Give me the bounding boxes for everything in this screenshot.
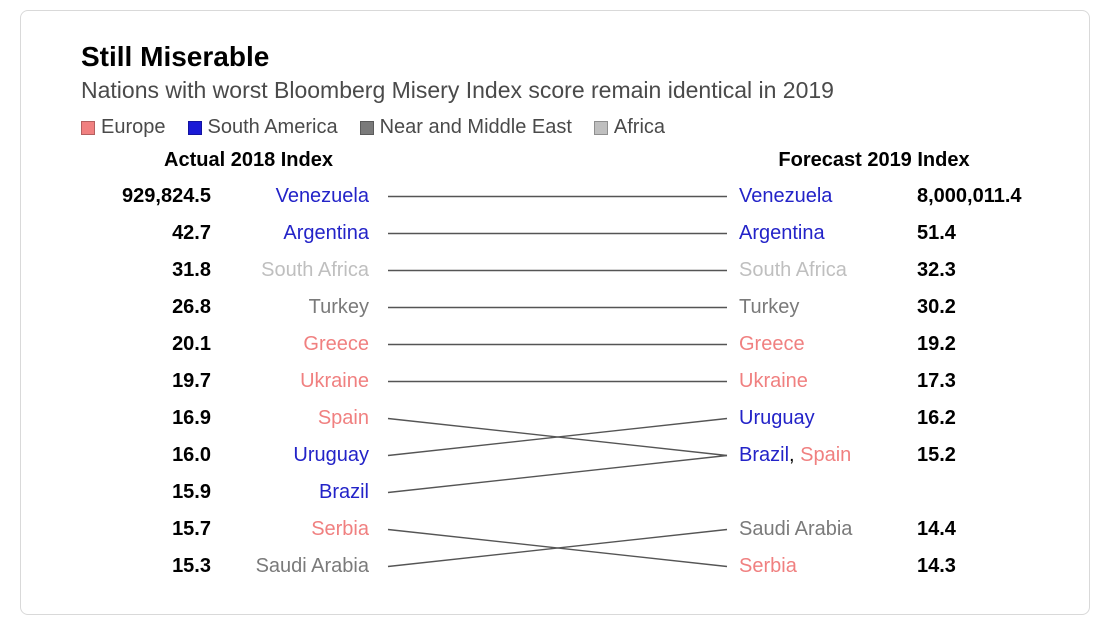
index-value: 15.3 [81, 555, 229, 578]
table-row: Ukraine17.3 [739, 363, 1049, 400]
table-row: 26.8Turkey [81, 289, 376, 326]
country-name: Ukraine [739, 370, 899, 393]
legend: Europe South America Near and Middle East A… [81, 116, 1049, 139]
index-value: 16.0 [81, 444, 229, 467]
index-value: 15.9 [81, 481, 229, 504]
connector-lines [388, 178, 727, 585]
country-name: Serbia [229, 518, 369, 541]
country-name: Greece [229, 333, 369, 356]
chart-subtitle: Nations with worst Bloomberg Misery Inde… [81, 77, 1049, 104]
table-row: South Africa32.3 [739, 252, 1049, 289]
country-name: Turkey [739, 296, 899, 319]
legend-swatch [188, 121, 202, 135]
country-name: Brazil, Spain [739, 444, 899, 467]
table-row: Saudi Arabia14.4 [739, 511, 1049, 548]
legend-label: Europe [101, 116, 166, 139]
table-row: 929,824.5Venezuela [81, 178, 376, 215]
table-row: 16.9Spain [81, 400, 376, 437]
legend-swatch [81, 121, 95, 135]
legend-item: South America [188, 116, 338, 139]
index-value: 14.3 [899, 555, 1049, 578]
slope-chart: Actual 2018 Index 929,824.5Venezuela42.7… [81, 149, 1049, 585]
table-row: 42.7Argentina [81, 215, 376, 252]
country-name: Ukraine [229, 370, 369, 393]
index-value: 42.7 [81, 222, 229, 245]
table-row: 15.9Brazil [81, 474, 376, 511]
legend-item: Africa [594, 116, 665, 139]
index-value: 16.9 [81, 407, 229, 430]
left-column-header: Actual 2018 Index [81, 149, 376, 172]
legend-label: Near and Middle East [380, 116, 572, 139]
country-name: Brazil [229, 481, 369, 504]
chart-card: Still Miserable Nations with worst Bloom… [20, 10, 1090, 615]
table-row: 19.7Ukraine [81, 363, 376, 400]
index-value: 15.2 [899, 444, 1049, 467]
legend-label: Africa [614, 116, 665, 139]
index-value: 20.1 [81, 333, 229, 356]
country-name: Spain [229, 407, 369, 430]
table-row: Turkey30.2 [739, 289, 1049, 326]
country-name: Saudi Arabia [739, 518, 899, 541]
index-value: 51.4 [899, 222, 1049, 245]
country-name: Turkey [229, 296, 369, 319]
country-name: Uruguay [229, 444, 369, 467]
legend-swatch [594, 121, 608, 135]
left-ranking-list: 929,824.5Venezuela42.7Argentina31.8South… [81, 178, 376, 585]
right-column-header: Forecast 2019 Index [739, 149, 1049, 172]
index-value: 26.8 [81, 296, 229, 319]
index-value: 19.7 [81, 370, 229, 393]
index-value: 30.2 [899, 296, 1049, 319]
country-name: Argentina [739, 222, 899, 245]
table-row: 16.0Uruguay [81, 437, 376, 474]
index-value: 8,000,011.4 [899, 185, 1049, 208]
country-name: Argentina [229, 222, 369, 245]
country-name: South Africa [229, 259, 369, 282]
index-value: 16.2 [899, 407, 1049, 430]
table-row: Uruguay16.2 [739, 400, 1049, 437]
index-value: 929,824.5 [81, 185, 229, 208]
index-value: 14.4 [899, 518, 1049, 541]
table-row: 15.7Serbia [81, 511, 376, 548]
index-value: 15.7 [81, 518, 229, 541]
country-name: Greece [739, 333, 899, 356]
chart-title: Still Miserable [81, 41, 1049, 73]
connector-line [388, 456, 727, 493]
country-name: Serbia [739, 555, 899, 578]
legend-swatch [360, 121, 374, 135]
index-value: 17.3 [899, 370, 1049, 393]
right-ranking-list: Venezuela8,000,011.4Argentina51.4South A… [739, 178, 1049, 585]
index-value: 32.3 [899, 259, 1049, 282]
table-row: 15.3Saudi Arabia [81, 548, 376, 585]
index-value: 31.8 [81, 259, 229, 282]
legend-label: South America [208, 116, 338, 139]
connector-area [388, 178, 727, 585]
country-name: South Africa [739, 259, 899, 282]
table-row: Venezuela8,000,011.4 [739, 178, 1049, 215]
table-row [739, 474, 1049, 511]
country-name: Venezuela [739, 185, 899, 208]
index-value: 19.2 [899, 333, 1049, 356]
legend-item: Europe [81, 116, 166, 139]
table-row: Brazil, Spain15.2 [739, 437, 1049, 474]
country-name: Saudi Arabia [229, 555, 369, 578]
table-row: Greece19.2 [739, 326, 1049, 363]
country-name: Venezuela [229, 185, 369, 208]
table-row: 31.8South Africa [81, 252, 376, 289]
table-row: Serbia14.3 [739, 548, 1049, 585]
table-row: Argentina51.4 [739, 215, 1049, 252]
table-row: 20.1Greece [81, 326, 376, 363]
country-name: Uruguay [739, 407, 899, 430]
legend-item: Near and Middle East [360, 116, 572, 139]
